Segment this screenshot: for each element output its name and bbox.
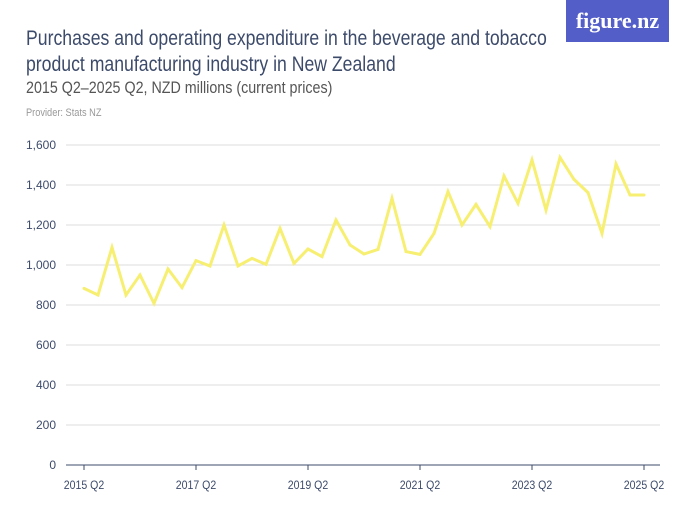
y-tick-label: 400 <box>36 378 56 392</box>
y-tick-label: 600 <box>36 338 56 352</box>
data-point <box>404 250 408 254</box>
data-point <box>460 223 464 227</box>
x-tick-label: 2023 Q2 <box>512 479 552 492</box>
data-point <box>278 226 282 230</box>
data-point <box>292 261 296 265</box>
y-tick-label: 1,200 <box>26 218 56 232</box>
data-point <box>348 243 352 247</box>
data-point <box>642 193 646 197</box>
data-point <box>544 208 548 212</box>
chart-subtitle: 2015 Q2–2025 Q2, NZD millions (current p… <box>26 78 333 97</box>
figure-nz-logo[interactable]: figure.nz <box>566 0 669 42</box>
data-point <box>208 264 212 268</box>
data-point <box>124 293 128 297</box>
y-tick-label: 1,400 <box>26 178 56 192</box>
y-tick-label: 0 <box>49 458 56 472</box>
data-point <box>138 273 142 277</box>
data-point <box>152 301 156 305</box>
data-point <box>558 155 562 159</box>
data-point <box>194 259 198 263</box>
data-point <box>432 231 436 235</box>
y-tick-label: 1,000 <box>26 258 56 272</box>
data-point <box>306 247 310 251</box>
data-point <box>418 252 422 256</box>
data-point <box>446 190 450 194</box>
data-point <box>614 162 618 166</box>
title-line-2: product manufacturing industry in New Ze… <box>26 53 396 76</box>
x-tick-label: 2019 Q2 <box>288 479 328 492</box>
data-point <box>82 286 86 290</box>
series-line <box>83 153 644 308</box>
data-point <box>96 293 100 297</box>
data-point <box>530 158 534 162</box>
data-point <box>488 225 492 229</box>
data-point <box>474 202 478 206</box>
x-tick-label: 2015 Q2 <box>64 479 104 492</box>
y-tick-label: 800 <box>36 298 56 312</box>
data-point <box>250 256 254 260</box>
x-tick-label: 2021 Q2 <box>400 479 440 492</box>
data-point <box>264 262 268 266</box>
data-point <box>166 267 170 271</box>
data-point <box>502 174 506 178</box>
data-point <box>236 264 240 268</box>
logo-text: figure.nz <box>575 8 660 33</box>
provider-label: Provider: Stats NZ <box>26 107 102 119</box>
data-point <box>222 223 226 227</box>
data-point <box>110 245 114 249</box>
data-point <box>180 286 184 290</box>
data-point <box>600 231 604 235</box>
data-point <box>376 247 380 251</box>
x-tick-label: 2025 Q2 <box>624 479 664 492</box>
chart-title: Purchases and operating expenditure in t… <box>26 26 547 78</box>
data-point <box>334 218 338 222</box>
data-point <box>628 193 632 197</box>
data-point <box>516 201 520 205</box>
data-point <box>586 191 590 195</box>
title-line-1: Purchases and operating expenditure in t… <box>26 27 547 50</box>
data-point <box>320 255 324 259</box>
x-tick-label: 2017 Q2 <box>176 479 216 492</box>
y-tick-label: 200 <box>36 418 56 432</box>
y-tick-label: 1,600 <box>26 138 56 152</box>
data-point <box>572 177 576 181</box>
data-point <box>362 252 366 256</box>
data-point <box>390 196 394 200</box>
